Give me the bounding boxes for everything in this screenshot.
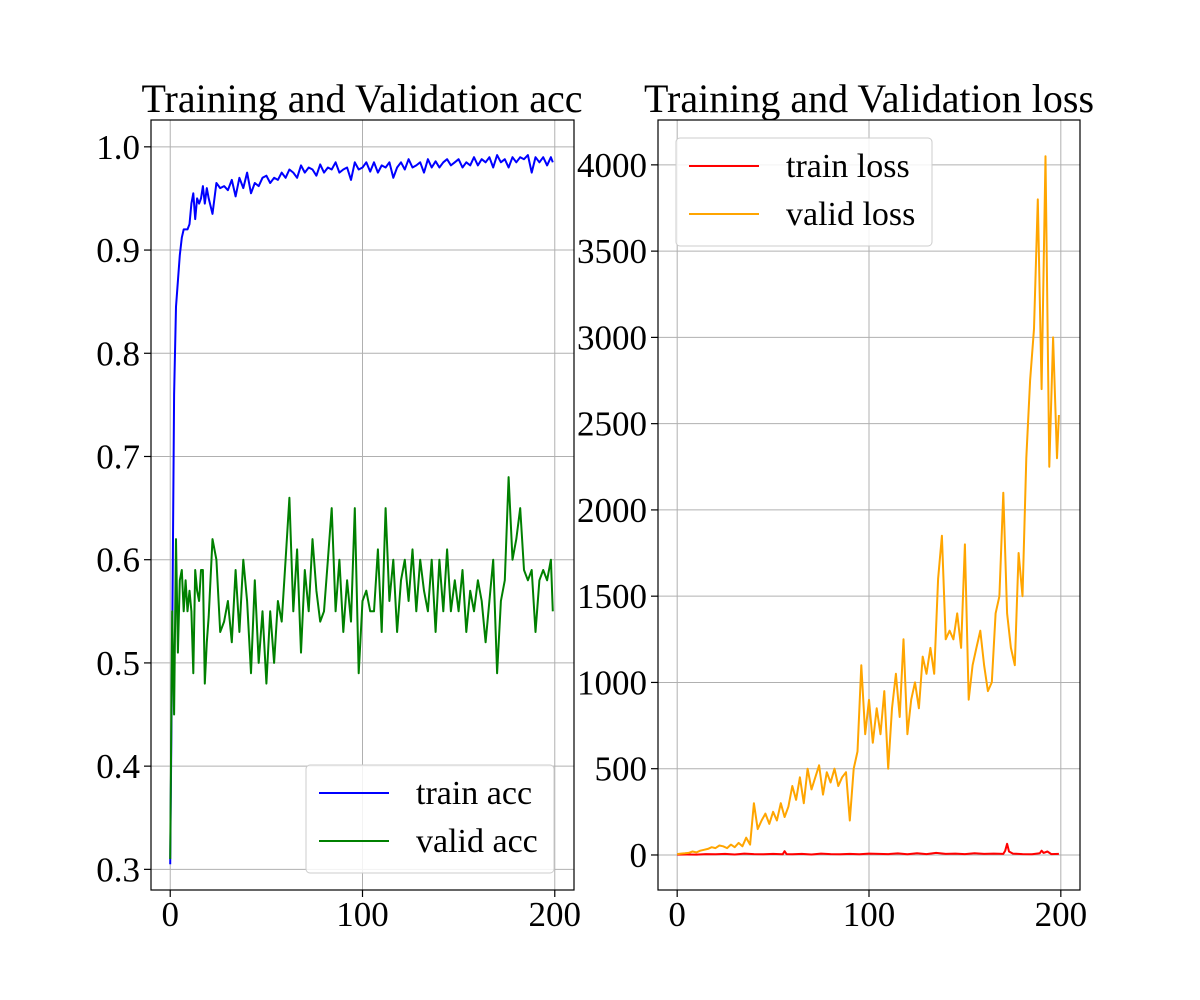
- y-tick-label: 0.8: [96, 334, 140, 373]
- series-lines: [677, 155, 1060, 856]
- x-tick-label: 0: [668, 895, 686, 934]
- y-tick-label: 0.3: [96, 850, 140, 889]
- y-tick-label: 1.0: [96, 128, 140, 167]
- y-tick-label: 500: [595, 750, 648, 789]
- loss-chart: Training and Validation loss 0 100 2000500…: [577, 76, 1094, 934]
- series-line-valid-acc: [169, 476, 554, 860]
- x-tick-label: 0: [161, 895, 179, 934]
- legend-label: train loss: [786, 148, 910, 185]
- y-tick-label: 1500: [577, 577, 647, 616]
- y-tick-label: 2500: [577, 405, 647, 444]
- y-tick-label: 1000: [577, 663, 647, 702]
- y-tick-label: 0.4: [96, 747, 140, 786]
- legend-label: valid acc: [416, 823, 538, 860]
- y-tick-label: 0.9: [96, 231, 140, 270]
- legend: train acc valid acc: [305, 764, 555, 874]
- legend: train loss valid loss: [675, 137, 933, 247]
- y-tick-label: 4000: [577, 146, 647, 185]
- y-tick-label: 0.6: [96, 541, 140, 580]
- series-lines: [169, 154, 554, 865]
- x-tick-label: 200: [529, 895, 582, 934]
- series-line-valid-loss: [677, 155, 1060, 856]
- y-tick-label: 3500: [577, 232, 647, 271]
- y-tick-label: 2000: [577, 491, 647, 530]
- y-tick-label: 3000: [577, 318, 647, 357]
- axis-ticks: 0 100 200 0.3 0.4 0.5 0.6 0.7 0.8 0.9 1.0: [96, 128, 581, 934]
- legend-label: train acc: [416, 775, 532, 812]
- series-line-train-acc: [169, 154, 554, 865]
- y-tick-label: 0.7: [96, 437, 140, 476]
- y-tick-label: 0: [630, 836, 648, 875]
- series-line-train-loss: [677, 842, 1059, 856]
- y-tick-label: 0.5: [96, 644, 140, 683]
- chart-title: Training and Validation acc: [141, 76, 582, 121]
- legend-label: valid loss: [786, 196, 915, 233]
- chart-title: Training and Validation loss: [644, 76, 1094, 121]
- x-tick-label: 100: [336, 895, 389, 934]
- x-tick-label: 100: [843, 895, 896, 934]
- accuracy-chart: Training and Validation acc 0 100 200 0.3 0.…: [96, 76, 582, 934]
- x-tick-label: 200: [1035, 895, 1088, 934]
